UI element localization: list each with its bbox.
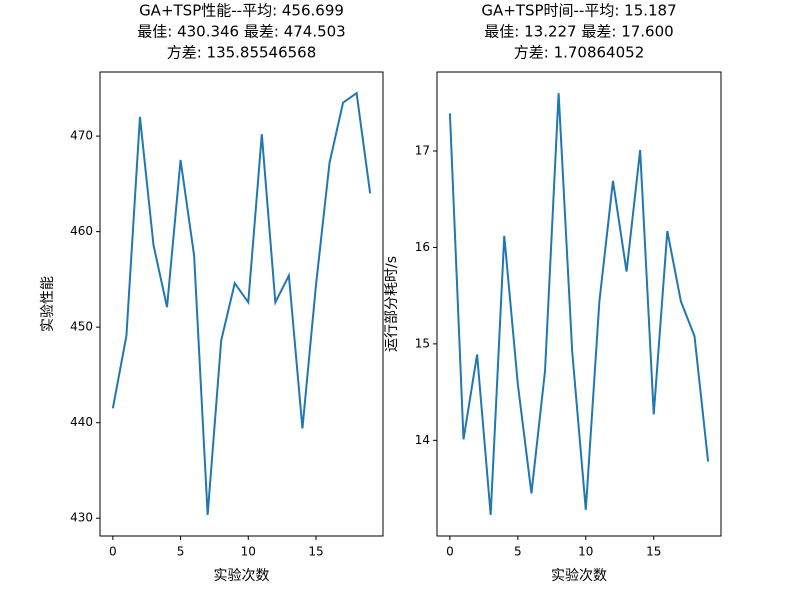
chart-title: 最佳: 430.346 最差: 474.503	[137, 23, 345, 41]
y-tick-label: 450	[70, 320, 93, 334]
y-tick-label: 17	[415, 143, 430, 157]
y-tick-label: 14	[415, 433, 430, 447]
y-tick-label: 460	[70, 224, 93, 238]
y-tick-label: 440	[70, 415, 93, 429]
line-series	[111, 91, 372, 515]
y-tick-label: 430	[70, 511, 93, 525]
x-tick-label: 0	[109, 545, 117, 559]
chart-title: 方差: 1.70864052	[514, 44, 644, 62]
chart-title: 方差: 135.85546568	[167, 44, 317, 62]
x-axis-label: 实验次数	[551, 568, 607, 584]
line-series	[448, 93, 710, 515]
x-tick-label: 10	[578, 545, 593, 559]
x-axis-label: 实验次数	[214, 568, 270, 584]
chart-title: GA+TSP性能--平均: 456.699	[139, 2, 344, 20]
chart-title: 最佳: 13.227 最差: 17.600	[484, 23, 673, 41]
x-tick-label: 5	[177, 545, 185, 559]
chart-title: GA+TSP时间--平均: 15.187	[481, 2, 676, 20]
y-tick-label: 470	[70, 129, 93, 143]
plot-frame	[436, 71, 722, 537]
x-tick-label: 5	[514, 545, 522, 559]
y-tick-label: 15	[415, 336, 430, 350]
x-tick-label: 10	[241, 545, 256, 559]
y-tick-label: 16	[415, 240, 430, 254]
x-tick-label: 15	[646, 545, 661, 559]
y-axis-label: 运行部分耗时/s	[384, 256, 400, 352]
plot-frame	[99, 71, 384, 537]
x-tick-label: 15	[308, 545, 323, 559]
x-tick-label: 0	[446, 545, 454, 559]
y-axis-label: 实验性能	[40, 276, 56, 332]
